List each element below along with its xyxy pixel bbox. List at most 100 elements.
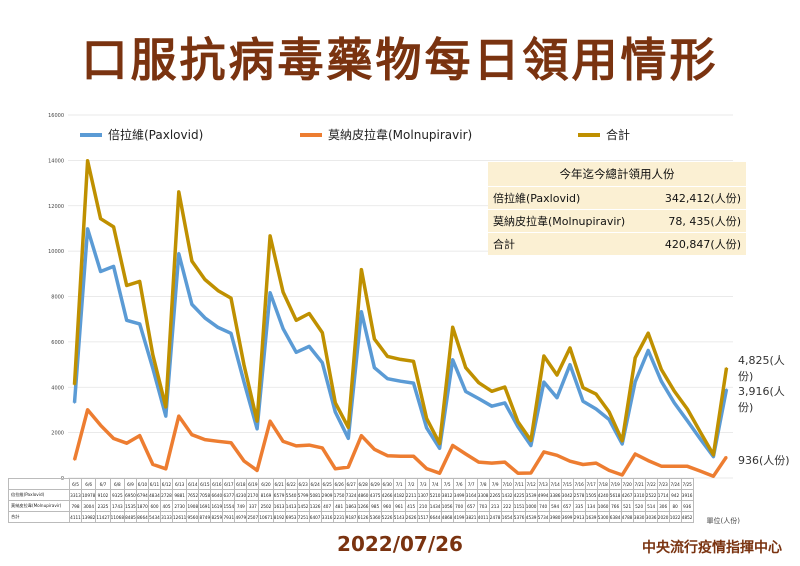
data-point [621, 443, 623, 445]
data-point [308, 444, 311, 446]
legend-total: 合計 [578, 126, 630, 143]
table-cell: 4267 [620, 489, 634, 501]
table-cell: 11427 [95, 511, 111, 523]
x-tick-label: 6/25 [320, 478, 334, 490]
table-cell: 1151 [512, 500, 526, 512]
table-cell: 2478 [488, 511, 502, 523]
data-point [608, 418, 610, 421]
x-tick-label: 7/10 [500, 478, 514, 490]
table-cell: 3916 [680, 489, 694, 501]
x-tick-label: 7/16 [572, 478, 586, 490]
table-cell: 210 [416, 500, 430, 512]
x-tick-label: 6/22 [284, 478, 298, 490]
table-cell: 2578 [572, 489, 586, 501]
table-row-label: 倍拉維(Paxlovid) [8, 489, 70, 501]
table-cell: 5081 [308, 489, 322, 501]
data-point [464, 453, 467, 455]
table-cell: 134 [584, 500, 598, 512]
table-cell: 6407 [308, 511, 322, 523]
table-cell: 1639 [584, 511, 598, 523]
y-tick-label: 8000 [51, 295, 64, 301]
data-point [334, 401, 337, 404]
table-cell: 4860 [356, 489, 370, 501]
data-point [699, 438, 702, 440]
end-label-paxlovid: 3,916(人份) [738, 385, 785, 414]
table-cell: 3980 [548, 511, 562, 523]
data-point [425, 427, 428, 429]
table-cell: 1613 [272, 500, 286, 512]
table-cell: 1743 [109, 500, 125, 512]
data-point [425, 417, 428, 420]
data-point [464, 390, 467, 393]
table-cell: 960 [380, 500, 394, 512]
data-point [125, 319, 128, 322]
table-cell: 2730 [171, 500, 188, 512]
table-cell: 6953 [284, 511, 298, 523]
x-tick-label: 7/3 [416, 478, 430, 490]
y-tick-label: 12000 [48, 204, 64, 210]
data-point [191, 303, 193, 306]
table-cell: 942 [668, 489, 682, 501]
legend-label: 莫納皮拉韋(Molnupiravir) [328, 128, 473, 142]
data-point [178, 253, 180, 255]
data-point [608, 469, 610, 472]
table-cell: 4788 [620, 511, 634, 523]
x-tick-label: 6/15 [198, 478, 212, 490]
data-point [504, 402, 506, 404]
table-row-label: 莫納皮拉韋(Molnupiravir) [8, 500, 70, 512]
data-point [595, 393, 597, 395]
x-tick-label: 6/28 [356, 478, 370, 490]
x-tick-label: 6/23 [296, 478, 310, 490]
table-cell: 3821 [464, 511, 478, 523]
table-cell: 5360 [368, 511, 382, 523]
table-cell: 1022 [668, 511, 682, 523]
x-tick-label: 6/24 [308, 478, 322, 490]
table-cell: 4182 [392, 489, 406, 501]
data-point [151, 463, 154, 466]
summary-name: 倍拉維(Paxlovid) [493, 192, 581, 205]
legend-label: 倍拉維(Paxlovid) [108, 128, 204, 142]
x-tick-label: 7/25 [680, 478, 694, 490]
data-point [256, 420, 258, 422]
table-cell: 9560 [186, 511, 200, 523]
data-point [464, 366, 467, 369]
x-tick-label: 6/13 [171, 478, 188, 490]
data-point [725, 455, 728, 458]
x-tick-label: 6/19 [246, 478, 260, 490]
table-cell: 514 [644, 500, 658, 512]
x-tick-label: 6/26 [332, 478, 346, 490]
table-cell: 1750 [332, 489, 346, 501]
data-point [490, 390, 493, 393]
data-point [490, 462, 493, 464]
x-tick-label: 7/6 [452, 478, 466, 490]
table-cell: 3004 [80, 500, 97, 512]
table-cell: 5540 [284, 489, 298, 501]
data-point [647, 349, 650, 352]
table-cell: 4868 [440, 511, 454, 523]
table-cell: 2728 [159, 489, 173, 501]
data-point [504, 386, 506, 388]
data-point [660, 368, 663, 371]
summary-value: 78, 435(人份) [668, 215, 741, 228]
table-cell: 7652 [186, 489, 200, 501]
table-cell: 7931 [222, 511, 236, 523]
data-point [321, 331, 324, 334]
data-point [451, 326, 454, 329]
table-cell: 335 [572, 500, 586, 512]
table-cell: 1870 [135, 500, 149, 512]
table-cell: 5226 [380, 511, 394, 523]
data-point [243, 381, 245, 383]
data-point [334, 411, 337, 413]
table-corner [8, 478, 70, 490]
page-title: 口服抗病毒藥物每日領用情形 [81, 33, 719, 87]
data-point [373, 448, 376, 451]
legend-paxlovid: 倍拉維(Paxlovid) [80, 126, 203, 143]
table-cell: 5434 [147, 511, 161, 523]
table-cell: 6384 [608, 511, 622, 523]
table-cell: 2231 [332, 511, 346, 523]
data-point [256, 427, 258, 430]
table-cell: 600 [147, 500, 161, 512]
table-cell: 5734 [536, 511, 550, 523]
unit-label: 單位(人份) [706, 517, 740, 525]
table-cell: 1619 [210, 500, 224, 512]
